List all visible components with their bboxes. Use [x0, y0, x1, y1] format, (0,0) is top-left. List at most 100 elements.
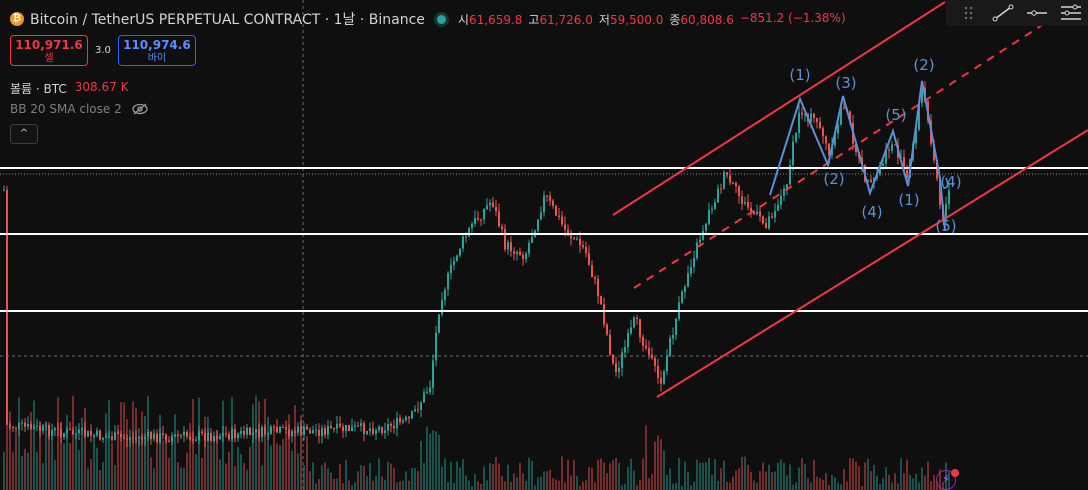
candle-body	[75, 433, 77, 435]
candle-body	[39, 425, 41, 431]
volume-bar	[453, 483, 455, 490]
candle-body	[3, 189, 5, 191]
volume-bar	[528, 457, 530, 490]
volume-bar	[165, 438, 167, 490]
volume-bar	[492, 464, 494, 490]
candle-body	[471, 223, 473, 228]
candle-body	[855, 143, 857, 152]
candle-body	[822, 128, 824, 137]
volume-bar	[594, 482, 596, 490]
volume-bar	[147, 395, 149, 490]
volume-bar	[822, 480, 824, 490]
volume-bar	[792, 484, 794, 490]
candle-body	[528, 242, 530, 254]
candle-body	[240, 430, 242, 434]
candle-body	[60, 429, 62, 438]
volume-bar	[561, 456, 563, 490]
candle-body	[243, 430, 245, 435]
candle-body	[711, 208, 713, 210]
volume-bar	[717, 480, 719, 490]
candle-body	[849, 111, 851, 123]
menu-lines-icon[interactable]	[1056, 2, 1086, 24]
candle-body	[741, 196, 743, 204]
volume-bar	[201, 458, 203, 490]
candle-body	[918, 103, 920, 130]
volume-bar	[288, 414, 290, 490]
candle-body	[903, 157, 905, 170]
volume-bar	[30, 412, 32, 490]
candle-body	[588, 253, 590, 266]
volume-bar	[681, 485, 683, 490]
candle-body	[417, 409, 419, 411]
volume-bar	[150, 457, 152, 490]
volume-bar	[378, 458, 380, 490]
candle-body	[684, 286, 686, 292]
candle-body	[378, 426, 380, 431]
volume-bar	[573, 459, 575, 490]
candle-body	[657, 365, 659, 378]
collapse-legend-button[interactable]: ^	[10, 124, 38, 144]
candles	[3, 81, 950, 448]
buy-button[interactable]: 110,974.6 바이	[117, 35, 196, 66]
horizontal-ray-icon[interactable]	[1022, 2, 1052, 24]
volume-bar	[915, 473, 917, 490]
candle-body	[144, 437, 146, 440]
volume-bar	[123, 402, 125, 490]
volume-bar	[324, 462, 326, 490]
drag-handle-icon[interactable]	[954, 2, 984, 24]
volume-bar	[639, 479, 641, 490]
volume-bar	[753, 480, 755, 490]
volume-bar	[597, 459, 599, 490]
volume-bar	[846, 481, 848, 490]
trend-channel[interactable]	[612, 1, 1088, 398]
channel-upper-line[interactable]	[612, 1, 946, 216]
candle-body	[777, 204, 779, 211]
volume-bar	[558, 480, 560, 490]
volume-bar	[699, 462, 701, 490]
volume-bar	[849, 457, 851, 490]
volume-bar	[417, 471, 419, 490]
candle-body	[642, 337, 644, 346]
volume-bar	[156, 440, 158, 490]
volume-bar	[525, 480, 527, 490]
candle-body	[342, 426, 344, 432]
wave-path[interactable]	[769, 80, 946, 231]
candle-body	[420, 402, 422, 410]
volume-bar	[276, 443, 278, 490]
volume-bar	[831, 475, 833, 490]
horizontal-levels[interactable]	[0, 167, 1088, 312]
candle-body	[45, 424, 47, 426]
sell-button[interactable]: 110,971.6 셀	[10, 35, 88, 66]
candle-body	[141, 436, 143, 440]
candle-body	[279, 427, 281, 433]
volume-bar	[615, 457, 617, 490]
candle-body	[756, 211, 758, 215]
volume-bar	[789, 464, 791, 490]
trendline-icon[interactable]	[988, 2, 1018, 24]
volume-bar	[909, 474, 911, 490]
volume-bar	[225, 463, 227, 490]
candle-body	[828, 143, 830, 156]
candle-body	[423, 392, 425, 403]
candle-body	[396, 418, 398, 429]
candle-body	[540, 212, 542, 220]
candle-body	[339, 423, 341, 427]
candle-body	[729, 175, 731, 183]
volume-bar	[285, 431, 287, 490]
elliott-waves[interactable]	[769, 80, 949, 231]
candle-body	[213, 436, 215, 441]
candle-body	[102, 437, 104, 440]
volume-bar	[813, 459, 815, 490]
volume-bar	[69, 443, 71, 490]
candle-body	[453, 260, 455, 265]
volume-bar	[6, 404, 8, 490]
volume-bar	[480, 483, 482, 490]
volume-bar	[252, 404, 254, 490]
candle-body	[165, 434, 167, 441]
channel-middle-line[interactable]	[633, 19, 1051, 289]
candle-body	[483, 209, 485, 220]
volume-bar	[342, 483, 344, 490]
channel-lower-line[interactable]	[656, 129, 1088, 398]
volume-bar	[756, 482, 758, 490]
